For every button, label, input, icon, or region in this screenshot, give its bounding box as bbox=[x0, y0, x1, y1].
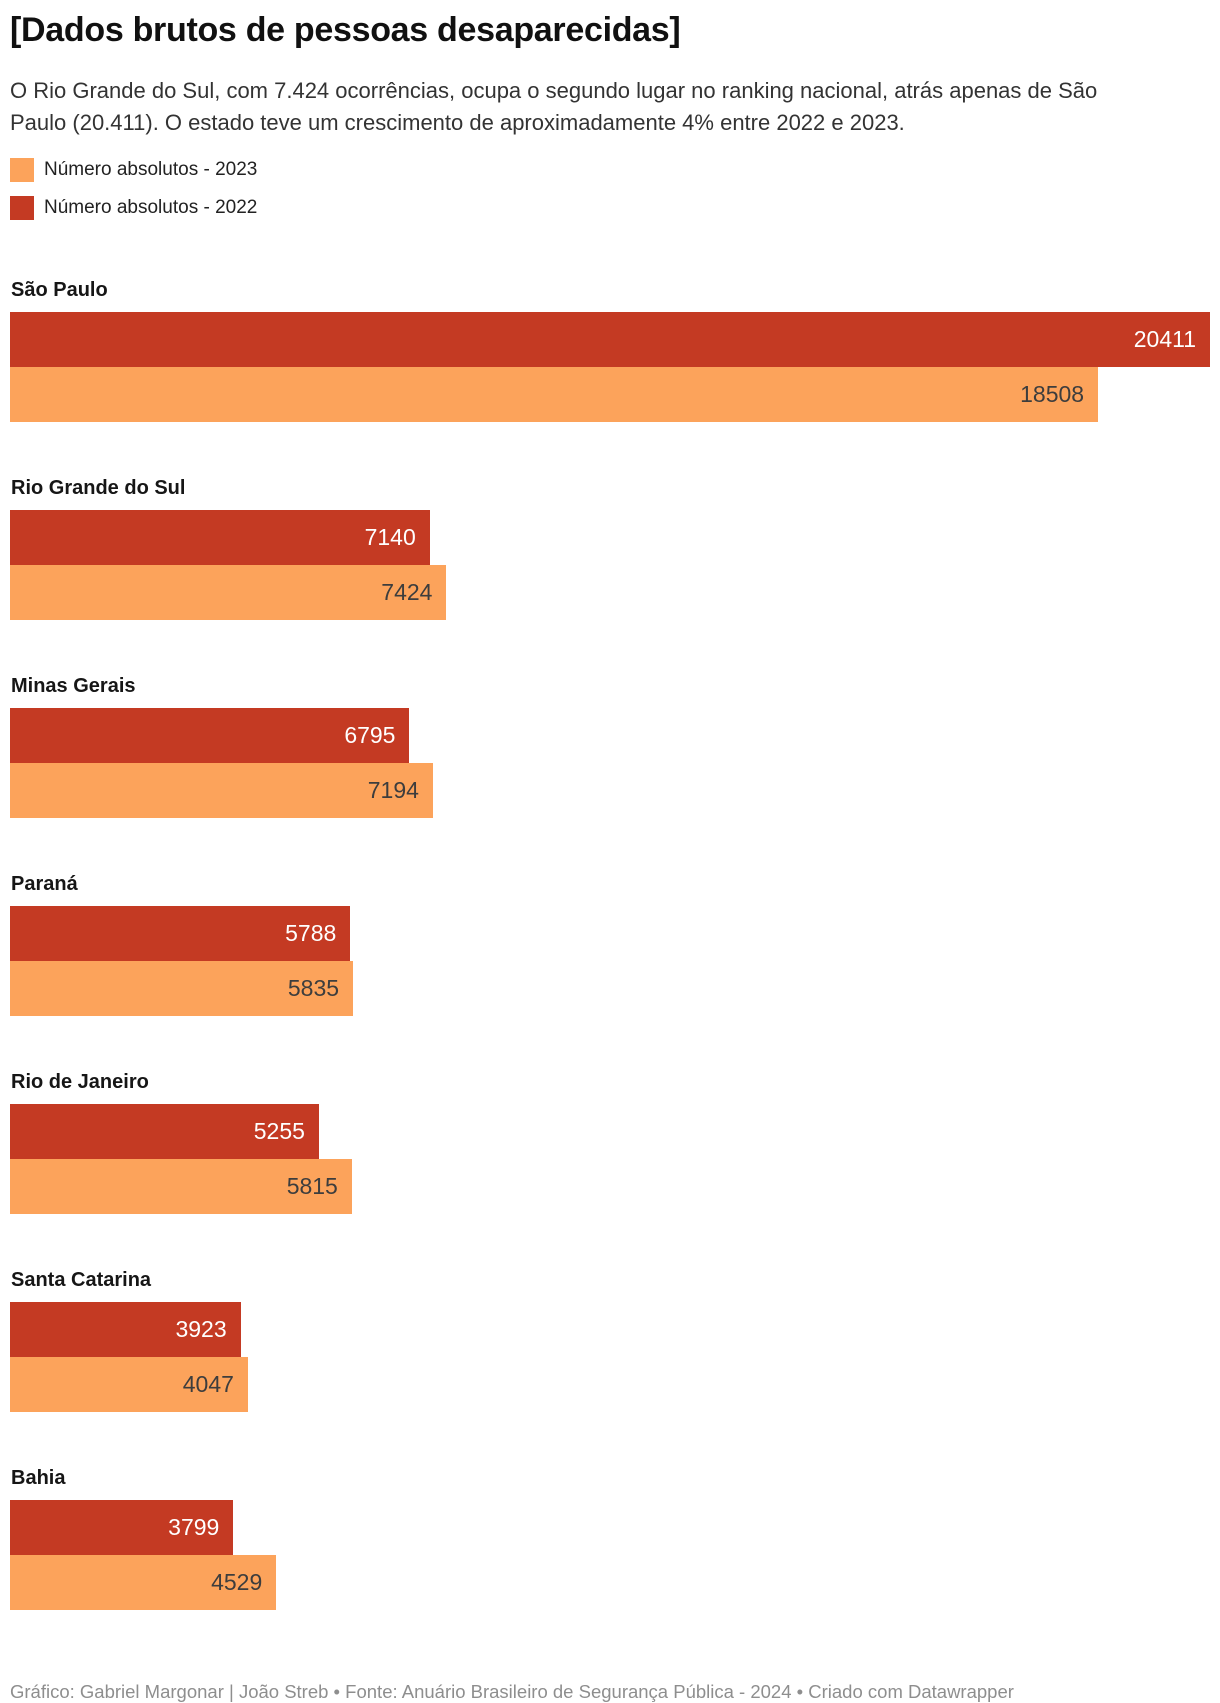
category-label: Bahia bbox=[11, 1466, 66, 1489]
bar-row-2022: 5788 bbox=[10, 905, 1210, 961]
bar-group: Paraná 5788 5835 bbox=[10, 873, 1210, 1016]
bar-value-label: 7140 bbox=[364, 523, 416, 550]
bar-value-label: 7424 bbox=[381, 578, 433, 605]
bar-2023: 4047 bbox=[10, 1356, 248, 1412]
category-label: Minas Gerais bbox=[11, 674, 136, 697]
bar-group: Rio Grande do Sul 7140 7424 bbox=[10, 477, 1210, 620]
bar-row-2023: 5835 bbox=[10, 960, 1210, 1016]
category-label: Rio Grande do Sul bbox=[11, 476, 186, 499]
bar-2022: 5788 bbox=[10, 905, 351, 961]
bar-value-label: 4047 bbox=[182, 1370, 234, 1397]
bar-2022: 7140 bbox=[10, 509, 430, 565]
bar-row-2022: 6795 bbox=[10, 707, 1210, 763]
bar-row-2022: 3799 bbox=[10, 1499, 1210, 1555]
bar-2022: 20411 bbox=[10, 311, 1210, 367]
bar-value-label: 7194 bbox=[367, 776, 419, 803]
legend-swatch-2022 bbox=[10, 195, 34, 220]
bar-group: São Paulo 20411 18508 bbox=[10, 279, 1210, 422]
bar-chart: São Paulo 20411 18508 Rio Grande do Sul 7140… bbox=[10, 279, 1210, 1610]
bar-row-2023: 5815 bbox=[10, 1158, 1210, 1214]
bar-2022: 6795 bbox=[10, 707, 410, 763]
bar-value-label: 6795 bbox=[344, 721, 396, 748]
legend-label: Número absolutos - 2022 bbox=[44, 196, 258, 218]
chart-legend: Número absolutos - 2023 Número absolutos … bbox=[10, 157, 1210, 221]
bar-2022: 3923 bbox=[10, 1301, 241, 1357]
bar-2023: 18508 bbox=[10, 366, 1099, 422]
bar-value-label: 5815 bbox=[286, 1172, 338, 1199]
bar-row-2022: 5255 bbox=[10, 1103, 1210, 1159]
legend-swatch-2023 bbox=[10, 157, 34, 182]
legend-item-2022: Número absolutos - 2022 bbox=[10, 195, 1210, 221]
bar-2023: 7424 bbox=[10, 564, 447, 620]
bar-2022: 3799 bbox=[10, 1499, 234, 1555]
bar-value-label: 20411 bbox=[1133, 325, 1196, 352]
bar-value-label: 3799 bbox=[168, 1513, 220, 1540]
category-label: Paraná bbox=[11, 872, 78, 895]
bar-row-2023: 7194 bbox=[10, 762, 1210, 818]
bar-row-2022: 20411 bbox=[10, 311, 1210, 367]
chart-description: O Rio Grande do Sul, com 7.424 ocorrênci… bbox=[10, 77, 1098, 135]
bar-row-2023: 4529 bbox=[10, 1554, 1210, 1610]
bar-value-label: 4529 bbox=[211, 1568, 263, 1595]
legend-label: Número absolutos - 2023 bbox=[44, 158, 258, 180]
bar-value-label: 18508 bbox=[1020, 380, 1085, 407]
bar-value-label: 3923 bbox=[175, 1315, 227, 1342]
category-label: Rio de Janeiro bbox=[11, 1070, 149, 1093]
bar-2023: 5835 bbox=[10, 960, 354, 1016]
bar-2023: 5815 bbox=[10, 1158, 352, 1214]
bar-group: Santa Catarina 3923 4047 bbox=[10, 1269, 1210, 1412]
bar-row-2022: 7140 bbox=[10, 509, 1210, 565]
category-label: São Paulo bbox=[11, 278, 108, 301]
bar-row-2023: 4047 bbox=[10, 1356, 1210, 1412]
bar-group: Rio de Janeiro 5255 5815 bbox=[10, 1071, 1210, 1214]
category-label: Santa Catarina bbox=[11, 1268, 152, 1291]
page-title: [Dados brutos de pessoas desaparecidas] bbox=[10, 11, 681, 49]
bar-row-2022: 3923 bbox=[10, 1301, 1210, 1357]
legend-item-2023: Número absolutos - 2023 bbox=[10, 157, 1210, 183]
bar-2023: 4529 bbox=[10, 1554, 277, 1610]
bar-row-2023: 18508 bbox=[10, 366, 1210, 422]
bar-group: Bahia 3799 4529 bbox=[10, 1467, 1210, 1610]
bar-row-2023: 7424 bbox=[10, 564, 1210, 620]
bar-value-label: 5255 bbox=[253, 1117, 305, 1144]
bar-value-label: 5835 bbox=[287, 974, 340, 1001]
bar-group: Minas Gerais 6795 7194 bbox=[10, 675, 1210, 818]
bar-2023: 7194 bbox=[10, 762, 433, 818]
bar-2022: 5255 bbox=[10, 1103, 319, 1159]
chart-footer: Gráfico: Gabriel Margonar | João Streb •… bbox=[10, 1680, 1014, 1702]
bar-value-label: 5788 bbox=[285, 919, 337, 946]
